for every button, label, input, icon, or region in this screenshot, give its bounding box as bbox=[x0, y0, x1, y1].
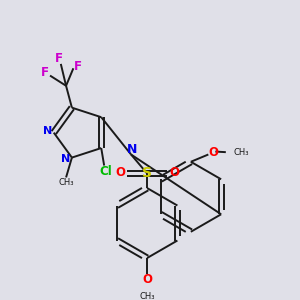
Text: CH₃: CH₃ bbox=[59, 178, 74, 187]
Text: O: O bbox=[169, 166, 179, 179]
Text: N: N bbox=[43, 126, 52, 136]
Text: O: O bbox=[208, 146, 219, 159]
Text: Cl: Cl bbox=[99, 166, 112, 178]
Text: CH₃: CH₃ bbox=[233, 148, 249, 157]
Text: F: F bbox=[41, 66, 50, 79]
Text: S: S bbox=[142, 166, 152, 180]
Text: N: N bbox=[61, 154, 70, 164]
Text: F: F bbox=[56, 52, 63, 64]
Text: CH₃: CH₃ bbox=[139, 292, 155, 300]
Text: F: F bbox=[74, 60, 82, 73]
Text: N: N bbox=[126, 143, 137, 156]
Text: O: O bbox=[142, 273, 152, 286]
Text: O: O bbox=[115, 166, 125, 179]
